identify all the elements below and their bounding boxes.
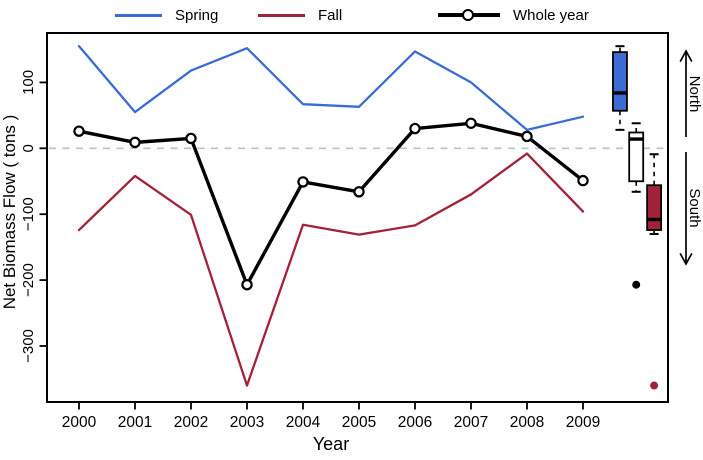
x-axis-tick-label: 2008 [510,414,544,431]
spring-boxplot-box [612,51,628,112]
spring-line [77,45,585,132]
legend-item-whole-year: Whole year [438,4,589,26]
north-label: North [686,76,703,113]
open-circle-marker-icon [462,9,474,21]
whole-year-marker [185,132,197,145]
outlier-dot [632,280,641,289]
north-arrowhead-icon [679,49,693,62]
x-axis-tick-label: 2000 [62,414,97,431]
y-axis-tick-label: −200 [20,263,37,297]
whole-year-marker [409,122,421,135]
y-axis-title: Net Biomass Flow ( tons ) [0,115,19,310]
spring-line-swatch [115,13,162,17]
x-axis-tick-label: 2002 [174,414,208,431]
x-axis-tick-label: 2006 [398,414,432,431]
x-axis-tick-label: 2007 [454,414,488,431]
legend-item-spring: Spring [115,4,218,26]
south-arrowhead-icon [679,253,693,266]
x-axis-tick-label: 2005 [342,414,376,431]
legend-label-fall: Fall [318,6,343,24]
y-axis-tick-label: 100 [20,70,37,95]
whole-year-marker [465,117,477,129]
x-axis-tick-label: 2004 [286,414,321,431]
x-axis-tick-label: 2009 [566,414,600,431]
fall-boxplot-box [646,184,663,231]
south-label: South [686,188,703,227]
whole-year-marker [521,130,533,143]
y-axis-tick-label: −100 [20,197,37,231]
y-axis-tick-label: 0 [20,144,37,152]
fall-line [77,152,585,387]
whole-year-marker [577,174,589,187]
legend-item-fall: Fall [258,4,342,26]
whole-year-marker [353,186,365,198]
y-axis-tick-label: −300 [20,329,37,363]
outlier-dot [650,381,659,390]
x-axis-tick-label: 2001 [118,414,152,431]
whole-year-line [77,121,585,287]
fall-line-swatch [258,13,305,17]
whole-year-boxplot-box [628,131,645,183]
whole-year-marker [297,176,309,188]
whole-year-line-swatch [438,9,500,21]
x-axis-title: Year [313,434,349,454]
whole-year-marker [129,136,141,149]
whole-year-marker [241,279,253,291]
legend-label-spring: Spring [175,6,219,24]
legend-label-whole-year: Whole year [513,6,589,24]
x-axis-tick-label: 2003 [230,414,264,431]
whole-year-marker [73,125,85,137]
plot-frame [46,32,669,403]
